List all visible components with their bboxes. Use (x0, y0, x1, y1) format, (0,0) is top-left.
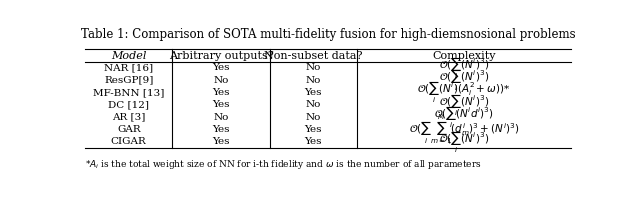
Text: Yes: Yes (305, 137, 322, 146)
Text: Complexity: Complexity (433, 51, 496, 61)
Text: No: No (213, 113, 228, 122)
Text: Yes: Yes (212, 63, 230, 72)
Text: GAR: GAR (117, 125, 141, 134)
Text: No: No (306, 76, 321, 85)
Text: No: No (306, 100, 321, 109)
Text: Yes: Yes (212, 125, 230, 134)
Text: Model: Model (111, 51, 147, 61)
Text: $\mathcal{O}(\sum_i \sum_{m=1}^{M}(d_m^i)^3 + (N^i)^3)$: $\mathcal{O}(\sum_i \sum_{m=1}^{M}(d_m^i… (409, 113, 520, 146)
Text: Yes: Yes (212, 88, 230, 97)
Text: $\mathcal{O}(\sum_i (N^i)^3)$: $\mathcal{O}(\sum_i (N^i)^3)$ (439, 129, 489, 155)
Text: $\mathcal{O}(\sum_i (N^i d^i)^3)$: $\mathcal{O}(\sum_i (N^i d^i)^3)$ (434, 104, 494, 130)
Text: NAR [16]: NAR [16] (104, 63, 153, 72)
Text: $\mathcal{O}(\sum_i (N^i)^3)$: $\mathcal{O}(\sum_i (N^i)^3)$ (439, 55, 489, 81)
Text: Yes: Yes (305, 88, 322, 97)
Text: No: No (306, 63, 321, 72)
Text: $\mathcal{O}(\sum_i (N^i)^3)$: $\mathcal{O}(\sum_i (N^i)^3)$ (439, 92, 489, 118)
Text: No: No (213, 76, 228, 85)
Text: Yes: Yes (305, 125, 322, 134)
Text: ResGP[9]: ResGP[9] (104, 76, 154, 85)
Text: No: No (306, 113, 321, 122)
Text: AR [3]: AR [3] (112, 113, 145, 122)
Text: DC [12]: DC [12] (108, 100, 149, 109)
Text: Non-subset data?: Non-subset data? (264, 51, 363, 61)
Text: $\mathcal{O}(\sum_i (N^i)^3)$: $\mathcal{O}(\sum_i (N^i)^3)$ (439, 67, 489, 93)
Text: Arbitrary outputs?: Arbitrary outputs? (169, 51, 273, 61)
Text: Table 1: Comparison of SOTA multi-fidelity fusion for high-diemsnosional problem: Table 1: Comparison of SOTA multi-fideli… (81, 28, 575, 41)
Text: Yes: Yes (212, 100, 230, 109)
Text: $\mathcal{O}(\sum_i (N^i)(A_i^2+\omega))$*: $\mathcal{O}(\sum_i (N^i)(A_i^2+\omega))… (417, 80, 511, 105)
Text: MF-BNN [13]: MF-BNN [13] (93, 88, 164, 97)
Text: CIGAR: CIGAR (111, 137, 147, 146)
Text: $*A_i$ is the total weight size of NN for i-th fidelity and $\omega$ is the numb: $*A_i$ is the total weight size of NN fo… (85, 158, 482, 171)
Text: Yes: Yes (212, 137, 230, 146)
